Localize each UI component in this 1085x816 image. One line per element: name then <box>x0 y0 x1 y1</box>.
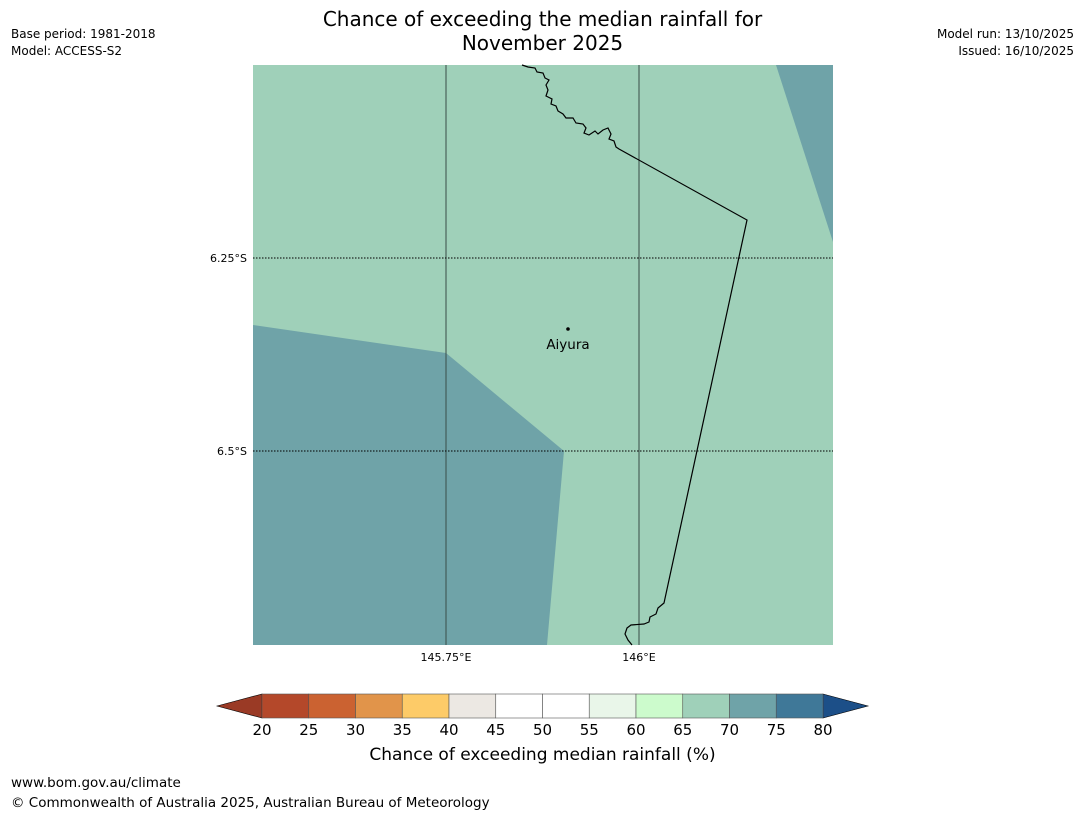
colorbar-tick-label: 70 <box>720 721 739 739</box>
colorbar: 20 25 30 35 40 45 50 55 60 65 70 75 80 <box>215 693 870 739</box>
model-name: Model: ACCESS-S2 <box>11 44 123 58</box>
colorbar-tick-label: 30 <box>346 721 365 739</box>
colorbar-extend-high <box>822 693 870 719</box>
colorbar-segment <box>401 693 450 719</box>
meta-left: Base period: 1981-2018 Model: ACCESS-S2 <box>11 26 156 60</box>
title-line-1: Chance of exceeding the median rainfall … <box>322 7 763 31</box>
colorbar-segment <box>542 693 590 719</box>
colorbar-tick-label: 80 <box>813 721 832 739</box>
border-line <box>521 64 748 646</box>
colorbar-segment <box>355 693 403 719</box>
colorbar-segment <box>729 693 777 719</box>
colorbar-tick-label: 50 <box>533 721 552 739</box>
meta-right: Model run: 13/10/2025 Issued: 16/10/2025 <box>937 26 1074 60</box>
colorbar-segment <box>448 693 497 719</box>
colorbar-tick-label: 35 <box>393 721 412 739</box>
base-period: Base period: 1981-2018 <box>11 27 156 41</box>
lat-label-6-25: 6.25°S <box>210 252 247 265</box>
lon-label-145-75: 145.75°E <box>421 651 472 664</box>
lat-label-6-5: 6.5°S <box>217 445 247 458</box>
colorbar-segment <box>495 693 543 719</box>
colorbar-tick-label: 65 <box>673 721 692 739</box>
colorbar-extend-low <box>215 693 263 719</box>
place-label: Aiyura <box>546 337 589 353</box>
colorbar-segment <box>261 693 310 719</box>
colorbar-tick-label: 45 <box>486 721 505 739</box>
probability-zone-70-75-northeast <box>776 65 833 242</box>
colorbar-label: Chance of exceeding median rainfall (%) <box>369 745 716 765</box>
colorbar-segment <box>775 693 824 719</box>
probability-zone-70-75-southwest <box>253 325 564 645</box>
issued-date: Issued: 16/10/2025 <box>958 44 1074 58</box>
map-area[interactable]: Aiyura <box>253 64 833 646</box>
footer-copyright: © Commonwealth of Australia 2025, Austra… <box>11 795 490 811</box>
aiyura-marker <box>566 327 570 331</box>
colorbar-segment <box>308 693 356 719</box>
colorbar-tick-label: 60 <box>626 721 645 739</box>
colorbar-tick-label: 40 <box>439 721 458 739</box>
chart-title: Chance of exceeding the median rainfall … <box>0 7 1085 55</box>
model-run: Model run: 13/10/2025 <box>936 27 1074 41</box>
lon-label-146: 146°E <box>622 651 655 664</box>
colorbar-segment <box>635 693 684 719</box>
colorbar-segment <box>588 693 637 719</box>
colorbar-tick-label: 75 <box>767 721 786 739</box>
footer-url[interactable]: www.bom.gov.au/climate <box>11 775 181 791</box>
colorbar-segment <box>682 693 730 719</box>
colorbar-tick-label: 55 <box>580 721 599 739</box>
title-line-2: November 2025 <box>461 31 624 55</box>
colorbar-tick-label: 25 <box>299 721 318 739</box>
colorbar-tick-label: 20 <box>252 721 271 739</box>
